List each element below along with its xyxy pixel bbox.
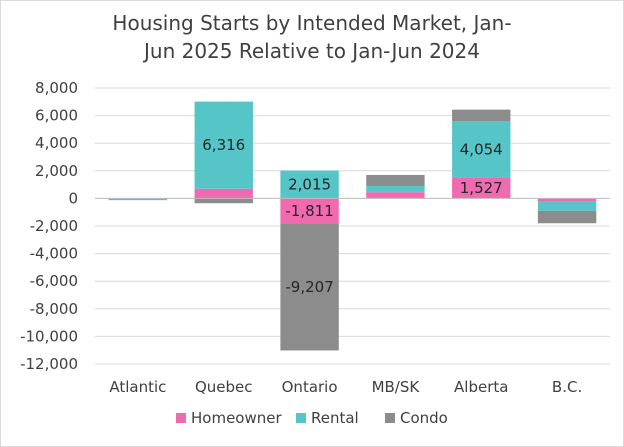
y-tick-label: 4,000 — [35, 134, 78, 152]
x-tick-label: B.C. — [552, 378, 582, 396]
y-tick-label: -10,000 — [20, 327, 78, 345]
data-label: -1,811 — [285, 202, 333, 220]
bar-condo-ontario — [280, 223, 339, 351]
chart-title: Housing Starts by Intended Market, Jan- … — [1, 9, 623, 65]
bar-rental-mb-sk — [366, 185, 425, 193]
y-tick-label: -2,000 — [30, 217, 78, 235]
y-tick-label: 0 — [68, 189, 78, 207]
bar-condo-alberta — [452, 109, 511, 122]
data-label: 1,527 — [460, 179, 503, 197]
legend-label-rental: Rental — [311, 409, 359, 427]
bar-condo-quebec — [194, 198, 253, 204]
y-tick-label: 8,000 — [35, 79, 78, 97]
data-label: -9,207 — [285, 278, 333, 296]
legend-swatch-homeowner — [176, 413, 186, 423]
y-tick-label: -12,000 — [20, 355, 78, 373]
data-label: 4,054 — [460, 140, 503, 158]
legend-swatch-rental — [296, 413, 306, 423]
data-label: 6,316 — [202, 136, 245, 154]
bar-rental-alberta — [452, 121, 511, 178]
bar-rental-quebec — [194, 101, 253, 189]
legend-swatch-condo — [385, 413, 395, 423]
bar-homeowner-mb-sk — [366, 192, 425, 199]
x-tick-label: Quebec — [195, 378, 253, 396]
y-tick-label: -4,000 — [30, 245, 78, 263]
x-tick-label: Atlantic — [109, 378, 166, 396]
bar-condo-mb-sk — [366, 174, 425, 186]
x-tick-label: Ontario — [282, 378, 338, 396]
chart-title-line-1: Housing Starts by Intended Market, Jan- — [112, 11, 512, 35]
legend-label-homeowner: Homeowner — [191, 409, 282, 427]
y-tick-label: -8,000 — [30, 300, 78, 318]
bar-rental-atlantic — [108, 198, 168, 201]
chart-title-line-2: Jun 2025 Relative to Jan-Jun 2024 — [144, 39, 480, 63]
y-tick-label: 6,000 — [35, 107, 78, 125]
legend-label-condo: Condo — [400, 409, 448, 427]
bar-homeowner-alberta — [452, 177, 511, 199]
x-tick-label: Alberta — [454, 378, 508, 396]
bar-homeowner-quebec — [194, 188, 253, 199]
x-tick-label: MB/SK — [372, 378, 421, 396]
bar-rental-ontario — [280, 170, 339, 199]
y-tick-label: -6,000 — [30, 272, 78, 290]
data-label: 2,015 — [288, 175, 331, 193]
bar-rental-b-c- — [537, 201, 597, 211]
y-tick-label: 2,000 — [35, 162, 78, 180]
bar-homeowner-ontario — [280, 198, 339, 224]
bar-homeowner-b-c- — [537, 198, 597, 202]
bar-condo-b-c- — [537, 210, 597, 224]
